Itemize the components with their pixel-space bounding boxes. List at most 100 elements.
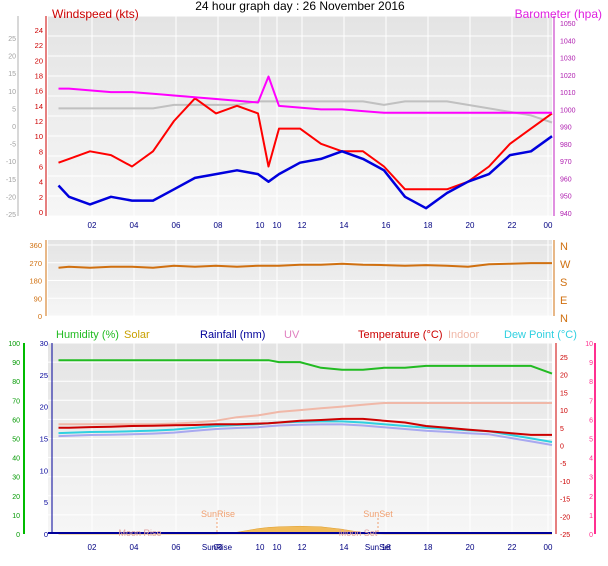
legend-label: Humidity (%): [56, 329, 119, 341]
temp-humidity-panel: Humidity (%) Solar Rainfall (mm) UV Temperat…: [8, 329, 596, 552]
barometer-tick-label: 970: [560, 159, 572, 166]
wind-baro-panel: Windspeed (kts) Barometer (hpa) 25201510…: [6, 7, 602, 230]
wind-x-tick-label: 02: [88, 221, 97, 230]
humidity-tick-label: 60: [12, 417, 20, 424]
compass-tick-label: E: [560, 295, 567, 307]
baro-trace-line: [58, 100, 553, 124]
direction-tick-label: 270: [29, 259, 42, 268]
wind-x-tick-label: 00: [544, 221, 553, 230]
humidity-tick-label: 0: [16, 532, 20, 539]
temp-legend: Humidity (%) Solar Rainfall (mm) UV Temperat…: [56, 329, 577, 341]
temperature-tick-label: 25: [560, 355, 568, 362]
barometer-line: [58, 75, 552, 114]
wind-outer-tick-label: -5: [10, 142, 16, 149]
direction-grid: [48, 240, 552, 317]
wind-x-tick-label: 06: [172, 221, 181, 230]
wind-x-ticks: 02 04 06 08 10 10 12 14 16 18 20 22 00: [88, 221, 553, 230]
wind-average-line: [57, 135, 553, 210]
humidity-line: [58, 359, 553, 375]
windspeed-tick-label: 14: [35, 102, 43, 111]
sunset-x-label: SunSet: [365, 543, 392, 552]
temp-x-tick-label: 20: [466, 543, 475, 552]
compass-tick-label: S: [560, 277, 567, 289]
uv-tick-label: 1: [589, 513, 593, 520]
windspeed-tick-label: 6: [39, 163, 43, 172]
temperature-tick-label: -20: [560, 514, 570, 521]
windspeed-tick-label: 22: [35, 41, 43, 50]
wind-x-tick-label: 04: [130, 221, 139, 230]
sunrise-label: SunRise: [201, 509, 235, 519]
windspeed-tick-label: 4: [39, 178, 43, 187]
barometer-tick-label: 980: [560, 142, 572, 149]
legend-label: Indoor: [448, 329, 480, 341]
windspeed-tick-label: 12: [35, 117, 43, 126]
windspeed-tick-label: 10: [35, 132, 43, 141]
wind-x-tick-label: 20: [466, 221, 475, 230]
wind-x-tick-label: 14: [340, 221, 349, 230]
wind-grid: [48, 15, 552, 217]
uv-tick-label: 6: [589, 417, 593, 424]
uv-tick-label: 0: [589, 532, 593, 539]
uv-tick-label: 10: [585, 341, 593, 348]
wind-x-tick-label: 22: [508, 221, 517, 230]
barometer-tick-label: 1040: [560, 38, 576, 45]
humidity-tick-label: 70: [12, 398, 20, 405]
humidity-tick-label: 100: [8, 341, 20, 348]
humidity-tick-label: 20: [12, 494, 20, 501]
windspeed-tick-label: 0: [39, 208, 43, 217]
wind-x-tick-label: 16: [382, 221, 391, 230]
rainfall-tick-label: 0: [44, 530, 48, 539]
wind-outer-tick-label: -20: [6, 194, 16, 201]
windspeed-tick-label: 18: [35, 72, 43, 81]
wind-outer-tick-label: -25: [6, 212, 16, 219]
humidity-tick-label: 30: [12, 475, 20, 482]
temp-x-tick-label: 00: [544, 543, 553, 552]
indoor-temp-line: [58, 402, 552, 426]
temperature-tick-label: 10: [560, 408, 568, 415]
uv-tick-label: 9: [589, 360, 593, 367]
temp-series: [48, 359, 553, 535]
legend-label: Dew Point (°C): [504, 329, 577, 341]
windspeed-axis-title: Windspeed (kts): [52, 7, 139, 21]
barometer-tick-label: 990: [560, 125, 572, 132]
wind-outer-tick-label: 10: [8, 89, 16, 96]
legend-label: Rainfall (mm): [200, 329, 265, 341]
temp-x-tick-label: 18: [424, 543, 433, 552]
wind-x-tick-label: 10: [273, 221, 282, 230]
legend-label: Temperature (°C): [358, 329, 442, 341]
dewpoint-companion-line: [58, 423, 553, 446]
temperature-tick-label: 20: [560, 373, 568, 380]
temperature-tick-label: 15: [560, 390, 568, 397]
page-title: 24 hour graph day : 26 November 2016: [195, 0, 405, 13]
barometer-tick-label: 1010: [560, 90, 576, 97]
rainfall-tick-label: 20: [40, 403, 48, 412]
temp-x-tick-label: 10: [273, 543, 282, 552]
wind-outer-tick-label: 15: [8, 71, 16, 78]
moonrise-label: Moon Rise: [118, 528, 161, 538]
wind-outer-tick-label: 5: [12, 106, 16, 113]
barometer-tick-label: 1050: [560, 21, 576, 28]
direction-plot-background: [48, 240, 552, 316]
compass-tick-label: W: [560, 259, 571, 271]
moonset-label: Moon Set: [339, 528, 378, 538]
temperature-tick-label: -5: [560, 461, 566, 468]
wind-x-tick-label: 10: [256, 221, 265, 230]
rainfall-tick-label: 5: [44, 498, 48, 507]
barometer-axis-title: Barometer (hpa): [515, 7, 602, 21]
barometer-tick-label: 960: [560, 176, 572, 183]
barometer-tick-label: 1000: [560, 107, 576, 114]
rainfall-tick-label: 15: [40, 435, 48, 444]
compass-tick-label: N: [560, 241, 568, 253]
temp-x-ticks: 02 04 06 08 10 10 12 14 16 18 20 22 00 SunRise SunSet: [88, 543, 553, 552]
wind-x-tick-label: 08: [214, 221, 223, 230]
wind-outer-tick-label: 20: [8, 54, 16, 61]
wind-outer-tick-label: 0: [12, 124, 16, 131]
barometer-tick-label: 1030: [560, 56, 576, 63]
temp-x-tick-label: 10: [256, 543, 265, 552]
uv-tick-label: 7: [589, 398, 593, 405]
temperature-tick-label: -15: [560, 497, 570, 504]
rainfall-tick-label: 25: [40, 371, 48, 380]
temperature-tick-label: 5: [560, 426, 564, 433]
direction-tick-label: 90: [34, 294, 42, 303]
